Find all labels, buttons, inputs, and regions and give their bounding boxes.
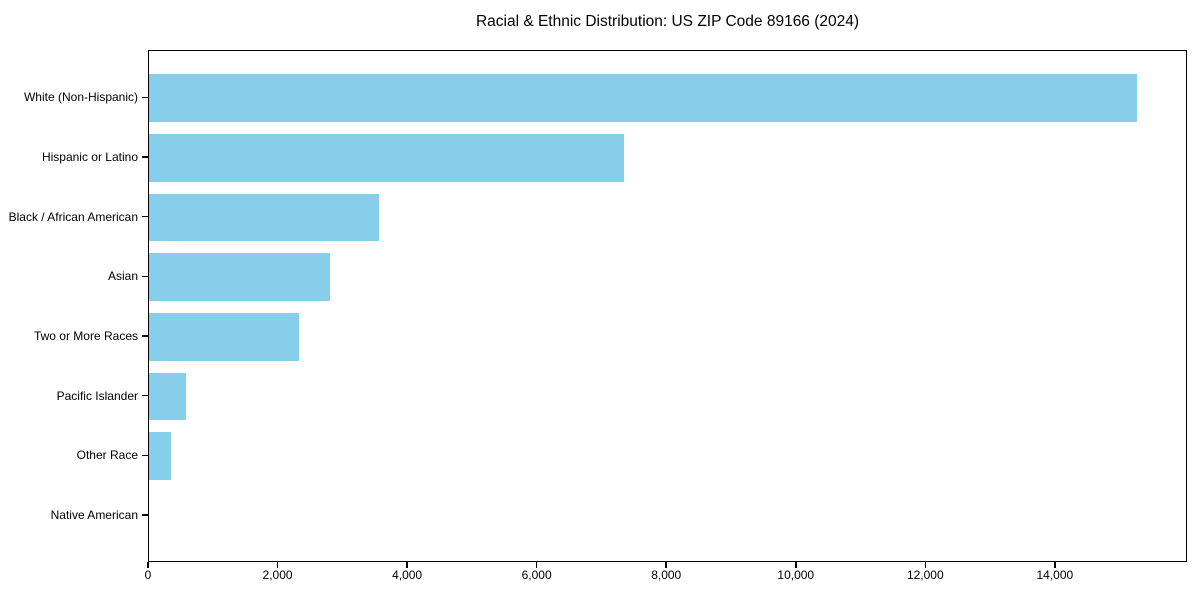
x-tick-mark: [406, 562, 408, 568]
bar: [149, 253, 331, 302]
y-tick-label: Black / African American: [8, 209, 138, 224]
bar: [149, 134, 625, 182]
plot-area: [148, 50, 1187, 562]
x-tick-mark: [924, 562, 927, 568]
y-tick-mark: [142, 96, 148, 99]
x-tick-label: 0: [144, 568, 152, 582]
y-tick-label: Pacific Islander: [56, 388, 138, 403]
x-tick-mark: [665, 562, 667, 568]
x-tick-mark: [795, 562, 797, 568]
y-tick-mark: [142, 454, 148, 457]
bar: [149, 74, 1138, 123]
x-tick-label: 6,000: [521, 568, 552, 582]
y-tick-mark: [142, 275, 148, 278]
bar: [149, 193, 379, 242]
y-tick-label: Native American: [50, 507, 138, 522]
x-tick-mark: [1054, 562, 1056, 568]
bar: [149, 313, 300, 361]
bar: [149, 432, 172, 481]
y-tick-label: Asian: [107, 269, 138, 284]
y-tick-label: Two or More Races: [33, 328, 138, 343]
x-tick-label: 4,000: [392, 568, 423, 582]
x-tick-mark: [535, 562, 538, 568]
x-tick-label: 8,000: [651, 568, 682, 582]
y-tick-mark: [142, 394, 148, 397]
x-tick-mark: [147, 562, 149, 568]
y-tick-label: Hispanic or Latino: [41, 149, 138, 164]
x-tick-label: 2,000: [262, 568, 293, 582]
bar: [149, 372, 186, 421]
y-tick-mark: [142, 156, 148, 158]
x-tick-label: 14,000: [1036, 568, 1074, 582]
y-tick-mark: [142, 215, 148, 218]
y-tick-label: White (Non-Hispanic): [23, 90, 138, 105]
y-tick-mark: [142, 335, 148, 337]
x-tick-mark: [276, 562, 279, 568]
y-tick-mark: [142, 514, 148, 516]
y-tick-label: Other Race: [76, 448, 138, 463]
x-tick-label: 12,000: [906, 568, 944, 582]
chart-title: Racial & Ethnic Distribution: US ZIP Cod…: [475, 13, 860, 30]
x-tick-label: 10,000: [777, 568, 815, 582]
